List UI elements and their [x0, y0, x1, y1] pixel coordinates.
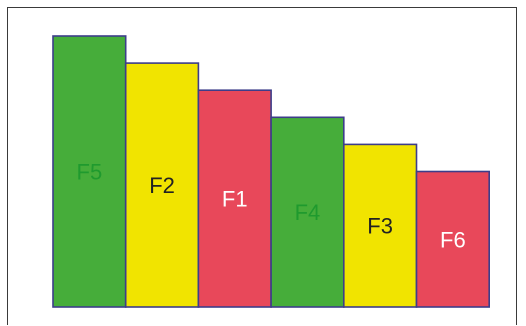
bar-f4: [270, 116, 345, 308]
bar-label-f6: F6: [440, 227, 466, 252]
bar-label-f1: F1: [222, 187, 248, 212]
bar-f3: [342, 143, 418, 308]
bar-label-f3: F3: [367, 214, 393, 239]
bar-f2: [124, 62, 200, 308]
bar-f5: [52, 35, 127, 308]
bar-label-f4: F4: [295, 200, 321, 225]
bar-f6: [415, 170, 490, 308]
bar-f1: [197, 89, 272, 308]
bar-label-f2: F2: [149, 173, 175, 198]
bar-label-f5: F5: [77, 160, 103, 185]
